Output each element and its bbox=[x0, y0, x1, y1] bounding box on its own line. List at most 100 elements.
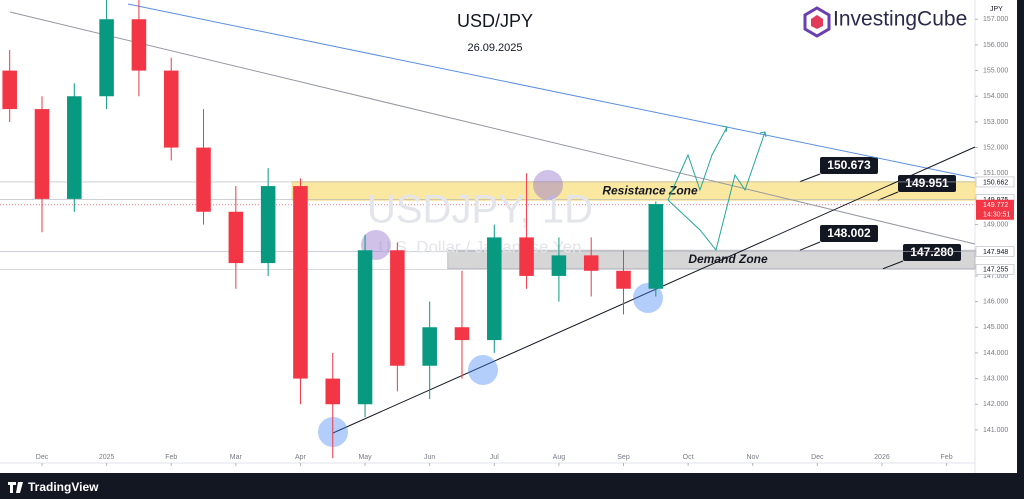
callout-label: 149.951 bbox=[905, 176, 949, 190]
zones-layer: Resistance Zone 150.673 149.951 Demand Zone… bbox=[0, 157, 976, 270]
callout-label: 147.280 bbox=[910, 245, 954, 259]
price-tag bbox=[975, 264, 1015, 275]
y-tick-label: 143.000 bbox=[983, 375, 1008, 382]
y-tick-label: 151.000 bbox=[983, 170, 1008, 177]
candle-body bbox=[293, 186, 308, 379]
support-line bbox=[332, 146, 976, 434]
candle-body bbox=[616, 270, 631, 289]
callout-leader bbox=[799, 241, 821, 251]
candle-body bbox=[67, 96, 82, 199]
candle-body bbox=[357, 250, 373, 405]
y-tick-label: 157.000 bbox=[983, 16, 1008, 23]
x-tick-label: Dec bbox=[811, 454, 824, 461]
x-tick-label: Feb bbox=[941, 454, 953, 461]
logo-icon bbox=[811, 15, 823, 29]
candle-body bbox=[196, 147, 211, 212]
price-tag bbox=[975, 246, 1015, 257]
countdown-label: 14:30:51 bbox=[983, 212, 1010, 219]
candles-layer bbox=[2, 0, 664, 459]
zone bbox=[447, 249, 976, 270]
price-tag-label: 147.948 bbox=[983, 249, 1008, 256]
callout-leader bbox=[877, 191, 899, 201]
footer bbox=[0, 475, 1024, 499]
trend-line bbox=[127, 3, 976, 179]
candle-body bbox=[228, 211, 244, 264]
callout-box bbox=[820, 157, 878, 174]
projection-arrow bbox=[721, 125, 728, 133]
price-axis-unit: JPY bbox=[990, 6, 1003, 13]
x-tick-label: Aug bbox=[553, 454, 566, 461]
x-tick-label: May bbox=[358, 454, 372, 461]
axis-layer: 141.000 142.000 143.000 144.000 145.000 146.0… bbox=[36, 16, 1015, 466]
candle-body bbox=[390, 250, 405, 366]
chart-title: USD/JPY bbox=[457, 11, 533, 31]
y-tick-label: 149.000 bbox=[983, 221, 1008, 228]
y-tick-label: 142.000 bbox=[983, 401, 1008, 408]
current-price-label: 149.772 bbox=[983, 202, 1008, 209]
projection-path bbox=[667, 126, 728, 201]
price-tag bbox=[975, 176, 1015, 188]
candle-body bbox=[260, 186, 276, 264]
chart-date: 26.09.2025 bbox=[467, 42, 522, 54]
x-tick-label: Dec bbox=[36, 454, 49, 461]
callout-box bbox=[903, 244, 961, 261]
logo-text: InvestingCube bbox=[833, 8, 967, 31]
candle-body bbox=[519, 237, 534, 276]
candle-body bbox=[648, 204, 664, 289]
logo: InvestingCube bbox=[803, 6, 967, 38]
price-tag-label: 150.662 bbox=[983, 179, 1008, 186]
candle-body bbox=[583, 255, 599, 271]
candle-body bbox=[99, 19, 114, 97]
logo-icon bbox=[803, 6, 831, 38]
footer-brand: TradingView bbox=[28, 480, 99, 494]
current-price-tag bbox=[976, 199, 1014, 220]
x-tick-label: Sep bbox=[617, 454, 630, 461]
candle-body bbox=[163, 70, 179, 148]
y-tick-label: 153.000 bbox=[983, 119, 1008, 126]
callout-label: 150.673 bbox=[827, 158, 871, 172]
highlight-circle bbox=[533, 170, 563, 200]
y-tick-label: 145.000 bbox=[983, 324, 1008, 331]
projection-arrow bbox=[759, 131, 767, 138]
callout-box bbox=[898, 175, 956, 192]
price-tag-label: 147.255 bbox=[983, 267, 1008, 274]
x-tick-label: Apr bbox=[295, 454, 307, 461]
candle-body bbox=[487, 237, 502, 341]
x-tick-label: Jul bbox=[490, 454, 499, 461]
candle-body bbox=[551, 255, 567, 276]
x-tick-label: Mar bbox=[230, 454, 243, 461]
y-tick-label: 147.000 bbox=[983, 273, 1008, 280]
callout-label: 148.002 bbox=[827, 226, 871, 240]
x-tick-label: 2025 bbox=[99, 454, 115, 461]
callout-leader bbox=[799, 173, 821, 183]
candle-body bbox=[2, 70, 17, 110]
x-tick-label: Jun bbox=[424, 454, 435, 461]
y-tick-label: 152.000 bbox=[983, 144, 1008, 151]
trend-line bbox=[9, 11, 976, 245]
zone-label: Resistance Zone bbox=[602, 184, 698, 198]
x-tick-label: Feb bbox=[165, 454, 177, 461]
watermark: USDJPY, 1D bbox=[367, 188, 593, 232]
y-tick-label: 154.000 bbox=[983, 93, 1008, 100]
candle-body bbox=[325, 378, 341, 405]
watermark-subtitle: U.S. Dollar / Japanese Yen bbox=[378, 237, 581, 256]
x-tick-label: 2026 bbox=[874, 454, 890, 461]
highlight-circle bbox=[468, 355, 498, 385]
footer-logo-icon bbox=[8, 482, 23, 493]
callout-box bbox=[820, 225, 878, 242]
y-tick-label: 144.000 bbox=[983, 350, 1008, 357]
candle-body bbox=[422, 327, 437, 366]
y-tick-label: 146.000 bbox=[983, 298, 1008, 305]
callout-leader bbox=[882, 260, 904, 270]
x-tick-label: Oct bbox=[683, 454, 694, 461]
x-tick-label: Nov bbox=[747, 454, 760, 461]
candle-body bbox=[131, 19, 147, 71]
y-tick-label: 141.000 bbox=[983, 427, 1008, 434]
projection-path bbox=[667, 131, 766, 252]
candle-body bbox=[34, 109, 50, 199]
zone-label: Demand Zone bbox=[688, 252, 768, 266]
y-tick-label: 155.000 bbox=[983, 67, 1008, 74]
candle-body bbox=[454, 327, 470, 341]
